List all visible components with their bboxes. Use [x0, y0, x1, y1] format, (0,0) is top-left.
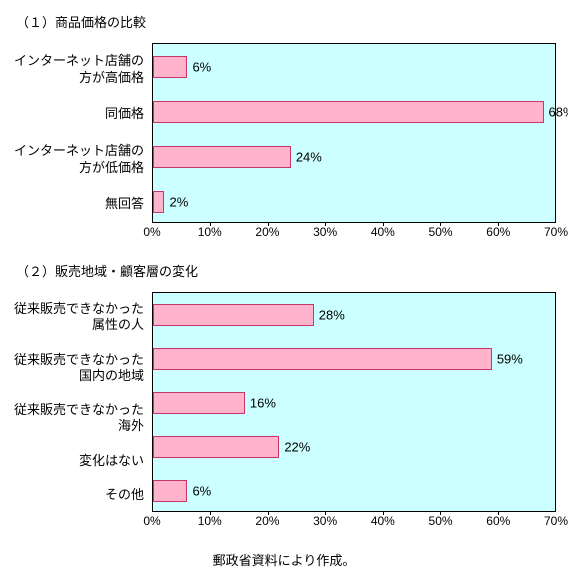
x-axis: 0%10%20%30%40%50%60%70%: [152, 223, 556, 243]
plot-area: 6% 68% 24% 2%: [152, 43, 556, 223]
plot-area: 28% 59% 16% 22% 6%: [152, 292, 556, 512]
category-label: 従来販売できなかった 海外: [12, 402, 144, 435]
bar-value-label: 2%: [169, 194, 188, 209]
bar-value-label: 16%: [250, 396, 276, 411]
x-tick-label: 50%: [429, 514, 453, 528]
chart-1: （１）商品価格の比較インターネット店舗の 方が高価格同価格インターネット店舗の …: [12, 12, 556, 243]
category-label: 変化はない: [12, 453, 144, 469]
x-axis: 0%10%20%30%40%50%60%70%: [152, 512, 556, 532]
bar: 2%: [153, 191, 164, 213]
x-tick-label: 70%: [544, 514, 568, 528]
bar: 24%: [153, 146, 291, 168]
chart-2: （２）販売地域・顧客層の変化従来販売できなかった 属性の人従来販売できなかった …: [12, 261, 556, 532]
bar: 28%: [153, 304, 314, 326]
x-tick-label: 40%: [371, 225, 395, 239]
x-tick-label: 30%: [313, 514, 337, 528]
bar-value-label: 22%: [284, 440, 310, 455]
x-tick-label: 70%: [544, 225, 568, 239]
bar: 6%: [153, 480, 187, 502]
category-label: その他: [12, 487, 144, 503]
x-tick-label: 0%: [143, 225, 160, 239]
category-label: インターネット店舗の 方が高価格: [12, 53, 144, 86]
category-label: 従来販売できなかった 属性の人: [12, 301, 144, 334]
bar-value-label: 6%: [192, 484, 211, 499]
category-label: インターネット店舗の 方が低価格: [12, 143, 144, 176]
x-tick-label: 50%: [429, 225, 453, 239]
x-tick-label: 40%: [371, 514, 395, 528]
x-tick-label: 60%: [486, 225, 510, 239]
bar: 22%: [153, 436, 279, 458]
bar-value-label: 28%: [319, 308, 345, 323]
category-label: 同価格: [12, 106, 144, 122]
bar-value-label: 59%: [497, 352, 523, 367]
x-tick-label: 30%: [313, 225, 337, 239]
x-tick-label: 20%: [255, 514, 279, 528]
bar: 6%: [153, 56, 187, 78]
bar-value-label: 24%: [296, 149, 322, 164]
x-tick-label: 60%: [486, 514, 510, 528]
bar: 16%: [153, 392, 245, 414]
chart-title: （２）販売地域・顧客層の変化: [16, 261, 556, 280]
bar-value-label: 6%: [192, 59, 211, 74]
category-label: 従来販売できなかった 国内の地域: [12, 352, 144, 385]
category-label: 無回答: [12, 196, 144, 212]
x-tick-label: 0%: [143, 514, 160, 528]
x-tick-label: 10%: [198, 514, 222, 528]
source-note: 郵政省資料により作成。: [12, 550, 556, 569]
x-tick-label: 10%: [198, 225, 222, 239]
x-tick-label: 20%: [255, 225, 279, 239]
bar: 68%: [153, 101, 544, 123]
chart-title: （１）商品価格の比較: [16, 12, 556, 31]
bar: 59%: [153, 348, 492, 370]
bar-value-label: 68%: [549, 104, 568, 119]
